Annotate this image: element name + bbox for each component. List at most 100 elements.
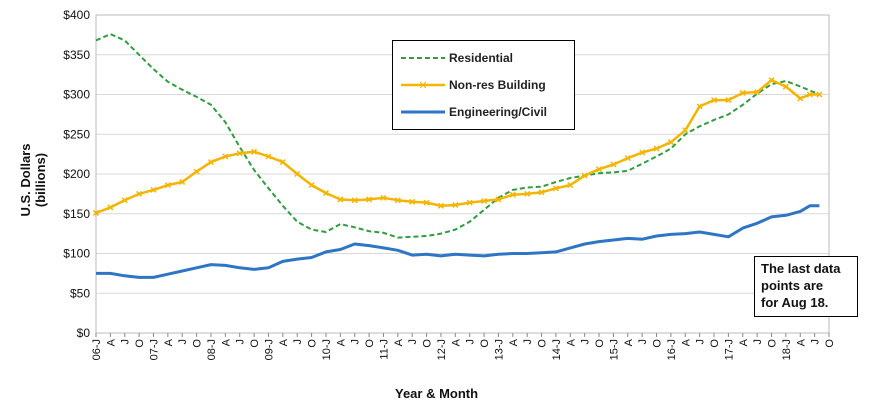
x-tick-label: A bbox=[623, 338, 635, 346]
x-tick-label: A bbox=[680, 338, 692, 346]
y-tick-label: $300 bbox=[63, 88, 90, 102]
point-marker-non-res-building bbox=[739, 89, 746, 96]
x-tick-label: O bbox=[479, 339, 491, 348]
point-marker-non-res-building bbox=[294, 170, 301, 178]
legend-item-nonres: ✕ Non-res Building bbox=[401, 76, 546, 94]
y-tick-label: $350 bbox=[63, 48, 90, 62]
point-marker-non-res-building bbox=[409, 198, 416, 205]
point-marker-non-res-building bbox=[806, 91, 813, 98]
x-tick-label: O bbox=[824, 339, 836, 348]
point-marker-non-res-building bbox=[121, 197, 128, 204]
series-line-engineering-civil bbox=[96, 204, 820, 279]
x-tick-label: A bbox=[565, 338, 577, 346]
x-tick-label: J bbox=[235, 339, 247, 345]
x-tick-label: A bbox=[508, 338, 520, 346]
point-marker-non-res-building bbox=[754, 89, 761, 96]
legend-swatch-residential bbox=[401, 57, 445, 59]
point-marker-non-res-building bbox=[495, 196, 502, 203]
x-tick-label: A bbox=[163, 338, 175, 346]
x-tick-label: O bbox=[709, 339, 721, 348]
point-marker-non-res-building bbox=[437, 202, 444, 209]
point-marker-non-res-building bbox=[308, 182, 315, 189]
point-marker-non-res-building bbox=[380, 194, 387, 201]
y-tick-label: $50 bbox=[70, 286, 90, 300]
point-marker-non-res-building bbox=[509, 191, 516, 198]
x-tick-label: J bbox=[177, 339, 189, 345]
x-tick-label: J bbox=[580, 339, 592, 345]
x-tick-label: A bbox=[220, 338, 232, 346]
x-tick-label: 18-J bbox=[781, 339, 793, 360]
x-tick-label: 12-J bbox=[436, 339, 448, 360]
annotation-note: The last data points are for Aug 18. bbox=[754, 256, 858, 317]
x-tick-label: J bbox=[465, 339, 477, 345]
series-line-residential bbox=[95, 33, 820, 239]
point-marker-non-res-building bbox=[150, 186, 157, 193]
legend-swatch-nonres: ✕ bbox=[401, 80, 445, 90]
x-tick-label: 09-J bbox=[263, 339, 275, 360]
series-lines bbox=[92, 33, 823, 279]
x-tick-label: J bbox=[752, 339, 764, 345]
note-line-1: The last data bbox=[761, 261, 841, 276]
x-tick-label: A bbox=[393, 338, 405, 346]
point-marker-non-res-building bbox=[682, 127, 689, 134]
x-tick-label: A bbox=[105, 338, 117, 346]
point-marker-non-res-building bbox=[768, 77, 775, 84]
point-marker-non-res-building bbox=[423, 199, 430, 206]
point-marker-non-res-building bbox=[251, 148, 258, 155]
x-tick-label: 16-J bbox=[666, 339, 678, 360]
x-tick-label: A bbox=[335, 338, 347, 346]
note-line-3: for Aug 18. bbox=[761, 295, 829, 310]
point-marker-non-res-building bbox=[816, 91, 823, 98]
x-tick-label: J bbox=[407, 339, 419, 345]
x-tick-label: A bbox=[795, 338, 807, 346]
x-tick-label: O bbox=[537, 339, 549, 348]
x-tick-label: J bbox=[810, 339, 822, 345]
point-marker-non-res-building bbox=[92, 209, 100, 216]
point-marker-non-res-building bbox=[207, 159, 215, 166]
point-marker-non-res-building bbox=[567, 182, 574, 189]
x-tick-label: O bbox=[364, 339, 376, 348]
x-tick-label: 13-J bbox=[493, 339, 505, 360]
x-tick-label: 14-J bbox=[551, 339, 563, 360]
legend-label-residential: Residential bbox=[449, 51, 514, 65]
point-marker-non-res-building bbox=[452, 201, 459, 209]
svg-text:✕: ✕ bbox=[418, 80, 427, 90]
x-tick-label: O bbox=[249, 339, 261, 348]
x-tick-label: O bbox=[652, 339, 664, 348]
x-tick-label: J bbox=[637, 339, 649, 345]
point-marker-non-res-building bbox=[624, 155, 631, 162]
point-marker-non-res-building bbox=[322, 190, 329, 197]
point-marker-non-res-building bbox=[653, 145, 660, 152]
x-tick-label: A bbox=[278, 338, 290, 346]
y-tick-labels: $0 $50 $100 $150 $200 $250 $300 $350 $400 bbox=[63, 8, 90, 340]
legend: Residential ✕ Non-res Building Engineeri… bbox=[392, 40, 575, 130]
point-marker-non-res-building bbox=[797, 95, 804, 102]
legend-item-civil: Engineering/Civil bbox=[401, 103, 547, 121]
point-marker-non-res-building bbox=[782, 83, 789, 90]
x-tick-label: 11-J bbox=[378, 339, 390, 360]
point-marker-non-res-building bbox=[222, 153, 229, 160]
x-tick-label: A bbox=[738, 338, 750, 346]
y-axis-title: U.S. Dollars (billions) bbox=[18, 143, 48, 217]
legend-item-residential: Residential bbox=[401, 49, 513, 67]
point-marker-non-res-building bbox=[366, 196, 373, 203]
y-tick-label: $150 bbox=[63, 207, 90, 221]
point-marker-non-res-building bbox=[639, 149, 646, 156]
x-tick-label: A bbox=[450, 338, 462, 346]
point-marker-non-res-building bbox=[610, 161, 617, 168]
point-marker-non-res-building bbox=[179, 178, 186, 185]
x-tick-label: J bbox=[120, 339, 132, 345]
y-tick-label: $0 bbox=[77, 326, 91, 340]
legend-label-nonres: Non-res Building bbox=[449, 78, 546, 92]
y-tick-label: $200 bbox=[63, 167, 90, 181]
x-tick-labels: 06-J A J O 07-J A J O 08-J A J O 09-J A J O 10-J A J O 11-J A… bbox=[91, 333, 836, 360]
x-tick-label: O bbox=[134, 339, 146, 348]
series-line-non-res-building bbox=[95, 78, 820, 215]
x-tick-label: O bbox=[422, 339, 434, 348]
x-tick-label: O bbox=[767, 339, 779, 348]
x-tick-label: 06-J bbox=[91, 339, 103, 360]
point-marker-non-res-building bbox=[466, 199, 473, 206]
y-tick-label: $400 bbox=[63, 8, 90, 22]
point-marker-non-res-building bbox=[193, 168, 200, 175]
